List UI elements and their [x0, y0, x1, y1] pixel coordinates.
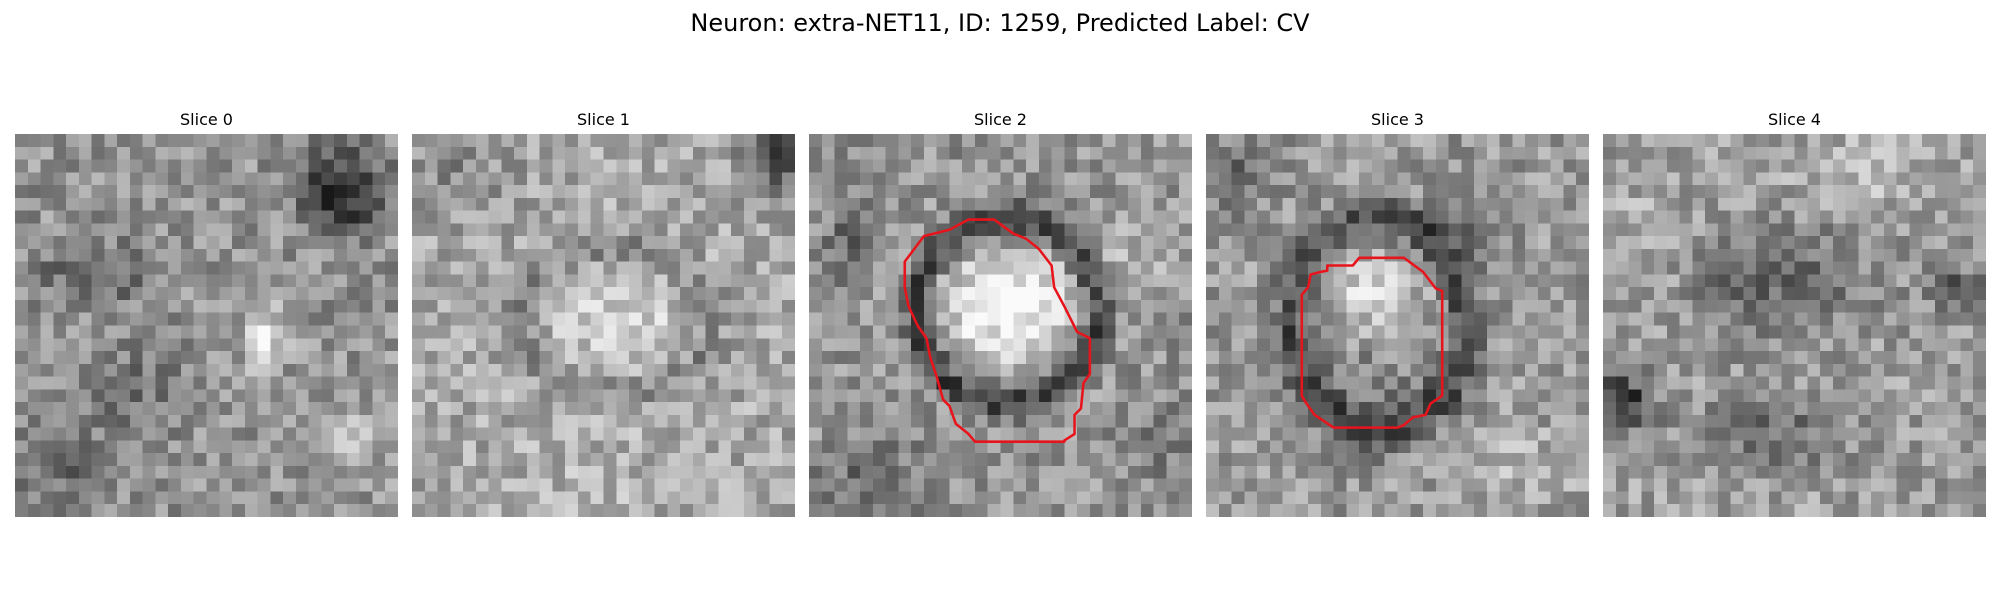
cell-contour-outline [1300, 256, 1444, 429]
slice-panel-0: Slice 0 [15, 108, 398, 517]
figure-title: Neuron: extra-NET11, ID: 1259, Predicted… [690, 9, 1310, 37]
slice-image-3 [1206, 134, 1589, 517]
slice-panel-2: Slice 2 [809, 108, 1192, 517]
slice-title-2: Slice 2 [974, 110, 1027, 129]
slice-title-4: Slice 4 [1768, 110, 1821, 129]
slice-image-1 [412, 134, 795, 517]
cell-contour-outline [903, 218, 1092, 443]
slice-panel-3: Slice 3 [1206, 108, 1589, 517]
slice-image-4 [1603, 134, 1986, 517]
slice-title-3: Slice 3 [1371, 110, 1424, 129]
slice-title-0: Slice 0 [180, 110, 233, 129]
slice-image-2 [809, 134, 1192, 517]
slice-title-1: Slice 1 [577, 110, 630, 129]
slice-panel-1: Slice 1 [412, 108, 795, 517]
slice-panel-4: Slice 4 [1603, 108, 1986, 517]
slice-image-0 [15, 134, 398, 517]
